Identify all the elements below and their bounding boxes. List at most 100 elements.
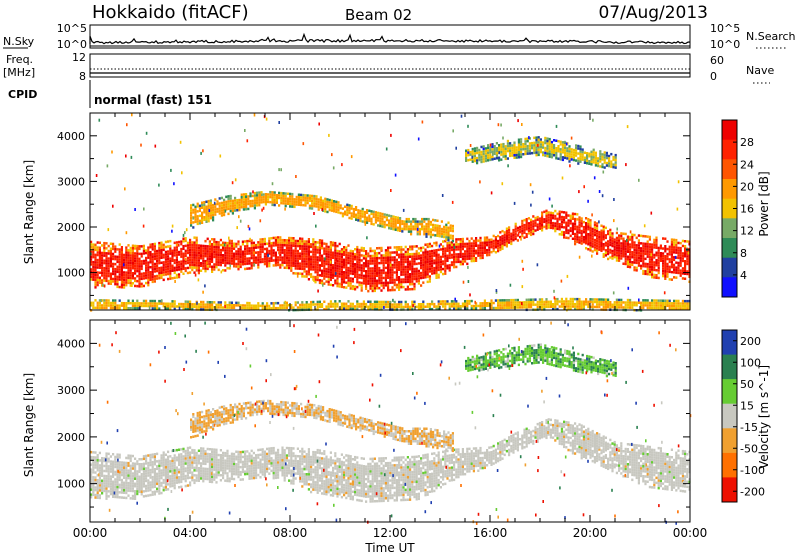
range-gate-cell (255, 251, 257, 254)
range-gate-cell (347, 269, 349, 272)
range-gate-cell (287, 193, 289, 196)
range-gate-cell (171, 305, 173, 308)
range-gate-cell (306, 245, 308, 248)
range-gate-cell (136, 280, 138, 283)
range-gate-cell (384, 223, 386, 226)
range-gate-cell (284, 252, 286, 255)
range-gate-cell (649, 248, 651, 251)
range-gate-cell (270, 257, 272, 260)
range-gate-cell (433, 269, 435, 272)
range-gate-cell (566, 157, 568, 160)
range-gate-cell (199, 220, 201, 223)
range-gate-cell (262, 246, 264, 249)
range-gate-cell (152, 248, 154, 251)
range-gate-cell (599, 165, 601, 168)
range-gate-cell (319, 306, 321, 309)
range-gate-cell (455, 266, 457, 269)
range-gate-cell (405, 258, 407, 261)
range-gate-cell (631, 239, 633, 242)
range-gate-cell (147, 256, 149, 259)
range-gate-cell (562, 159, 564, 162)
range-gate-cell (387, 264, 389, 267)
range-gate-cell (585, 232, 587, 235)
range-gate-cell (356, 276, 358, 279)
range-gate-cell (262, 302, 264, 305)
range-gate-cell (398, 284, 400, 287)
range-gate-cell (539, 301, 541, 304)
range-gate-cell (229, 255, 231, 258)
range-gate-cell (193, 246, 195, 249)
range-gate-cell (395, 226, 397, 229)
range-gate-cell (369, 257, 371, 260)
range-gate-cell (406, 223, 408, 226)
range-gate-cell (430, 236, 432, 239)
range-gate-cell (618, 254, 620, 257)
range-gate-cell (263, 193, 265, 196)
range-gate-cell (224, 269, 226, 272)
range-gate-cell (479, 242, 481, 245)
range-gate-cell (671, 261, 673, 264)
range-gate-cell (460, 256, 462, 259)
range-gate-cell (252, 202, 254, 205)
range-gate-cell (413, 270, 415, 273)
range-gate-cell (585, 227, 587, 230)
range-gate-cell (396, 246, 398, 249)
range-gate-cell (416, 253, 418, 256)
range-gate-cell (215, 256, 217, 259)
range-gate-cell (185, 300, 187, 303)
range-gate-cell (108, 262, 110, 265)
range-gate-cell (366, 209, 368, 212)
range-gate-cell (227, 203, 229, 206)
range-gate-cell (275, 259, 277, 262)
range-gate-cell (575, 154, 577, 157)
range-gate-cell (185, 240, 187, 243)
range-gate-cell (319, 252, 321, 255)
range-gate-cell (178, 303, 180, 306)
range-gate-cell (507, 147, 509, 150)
range-gate-cell (660, 247, 662, 250)
range-gate-cell (638, 302, 640, 305)
range-gate-cell (540, 138, 542, 141)
range-gate-cell (392, 218, 394, 221)
range-gate-cell (442, 260, 444, 263)
range-gate-cell (603, 238, 605, 241)
range-gate-cell (218, 251, 220, 254)
range-gate-cell (505, 155, 507, 158)
range-gate-cell (485, 147, 487, 150)
range-gate-cell (321, 240, 323, 243)
range-gate-cell (595, 162, 597, 165)
range-gate-cell (572, 218, 574, 221)
range-gate-cell (416, 270, 418, 273)
range-gate-cell (669, 258, 671, 261)
range-gate-cell (242, 251, 244, 254)
range-gate-cell (612, 163, 614, 166)
range-gate-cell (462, 260, 464, 263)
range-gate-cell (359, 215, 361, 218)
range-gate-cell (251, 247, 253, 250)
range-gate-cell (301, 301, 303, 304)
range-gate-cell (411, 248, 413, 251)
range-gate-cell (325, 250, 327, 253)
range-gate-cell (567, 237, 569, 240)
range-gate-cell (595, 154, 597, 157)
range-gate-cell (541, 303, 543, 306)
range-gate-cell (285, 197, 287, 200)
range-gate-cell (462, 305, 464, 308)
range-gate-cell (616, 304, 618, 307)
range-gate-cell (388, 227, 390, 230)
range-gate-cell (141, 285, 143, 288)
range-gate-cell (501, 242, 503, 245)
range-gate-cell (585, 230, 587, 233)
range-gate-cell (295, 262, 297, 265)
range-gate-cell (658, 249, 660, 252)
range-gate-cell (372, 272, 374, 275)
range-gate-cell (620, 250, 622, 253)
range-gate-cell (422, 251, 424, 254)
range-gate-cell (471, 307, 473, 310)
range-gate-cell (285, 202, 287, 205)
range-gate-cell (420, 247, 422, 250)
range-gate-cell (350, 260, 352, 263)
range-gate-cell (143, 250, 145, 253)
range-gate-cell (618, 242, 620, 245)
range-gate-cell (476, 152, 478, 155)
